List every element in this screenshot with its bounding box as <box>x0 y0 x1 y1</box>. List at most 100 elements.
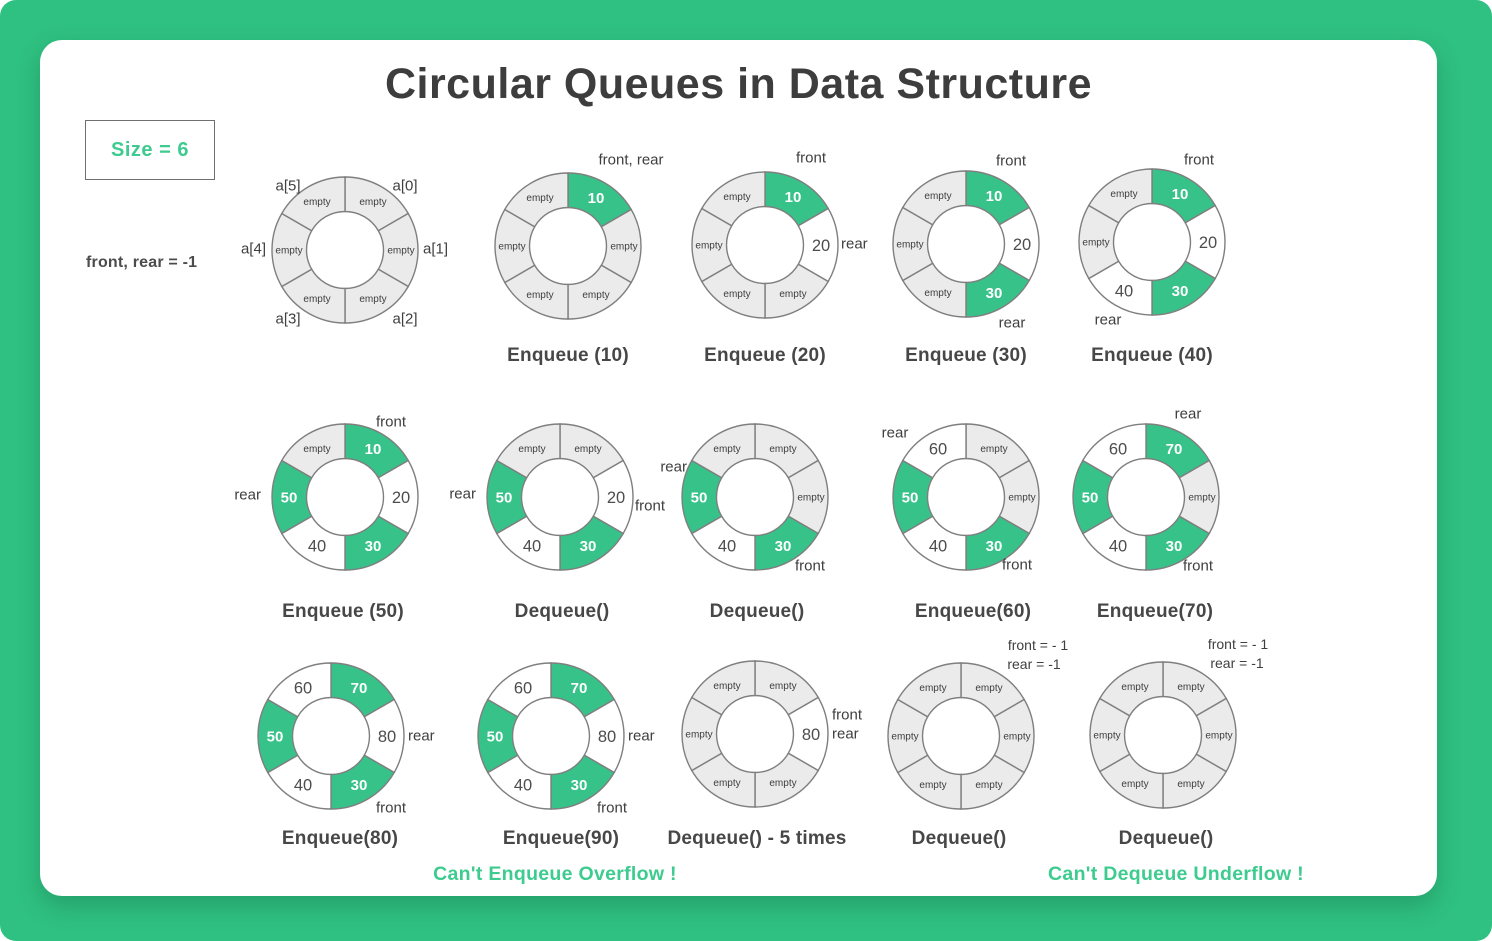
cell-empty-label: empty <box>924 191 951 202</box>
cell-empty-label: empty <box>919 780 946 791</box>
pointer-label: rear = -1 <box>1210 655 1264 671</box>
pointer-label: front <box>376 799 407 816</box>
queue-ring: empty empty empty empty empty empty front = - … <box>887 637 1068 810</box>
cell-value: 20 <box>1013 236 1031 254</box>
cell-empty-label: empty <box>359 197 386 208</box>
pointer-label: rear = -1 <box>1007 656 1061 672</box>
queue-cell-a5 <box>690 660 756 716</box>
cell-value: 40 <box>294 776 312 794</box>
cell-empty-label: empty <box>574 444 601 455</box>
queue-cell-a5 <box>901 170 967 226</box>
cell-empty-label: empty <box>1177 779 1204 790</box>
diagram-caption: Dequeue() <box>911 828 1007 849</box>
cell-value: 30 <box>580 538 597 555</box>
cell-empty-label: empty <box>526 290 553 301</box>
diagrams-area: empty empty empty empty empty empty a[0] a[1] a[… <box>40 40 1437 896</box>
queue-cell-a5 <box>901 423 967 479</box>
pointer-label: rear <box>449 485 476 502</box>
queue-cell-a5 <box>280 176 346 232</box>
cell-empty-label: empty <box>975 780 1002 791</box>
queue-diagram-dequeue-5-times: empty 80 empty empty empty empty front rear Dequ… <box>625 604 885 864</box>
queue-ring: empty 80 empty empty empty empty front rear <box>681 660 863 808</box>
queue-ring: 10 20 empty empty empty empty front rear <box>691 149 868 319</box>
queue-ring: 10 20 30 40 50 empty front rear <box>234 413 419 571</box>
queue-cell-a5 <box>1098 661 1164 717</box>
cell-value: 30 <box>986 285 1003 302</box>
cell-value: 30 <box>365 538 382 555</box>
queue-cell-a5 <box>266 662 332 718</box>
diagram-caption: Enqueue (40) <box>1091 345 1213 366</box>
cell-empty-label: empty <box>779 289 806 300</box>
queue-diagram-dequeue-4: empty empty empty empty empty empty front = - … <box>1033 605 1293 865</box>
cell-empty-label: empty <box>769 681 796 692</box>
diagram-caption: Dequeue() <box>514 601 610 622</box>
cell-value: 50 <box>281 489 298 506</box>
cell-value: 40 <box>1109 537 1127 555</box>
cell-value: 30 <box>986 538 1003 555</box>
cell-empty-label: empty <box>769 778 796 789</box>
pointer-label: front, rear <box>598 151 663 168</box>
cell-value: 40 <box>308 537 326 555</box>
cell-empty-label: empty <box>723 192 750 203</box>
cell-empty-label: empty <box>975 683 1002 694</box>
pointer-label: front <box>1183 557 1214 574</box>
queue-ring: empty empty empty empty empty empty a[0] a[1] a[… <box>241 176 448 327</box>
cell-value: 10 <box>785 189 802 206</box>
queue-ring: empty empty 30 40 50 empty rear front <box>660 423 829 574</box>
cell-value: 20 <box>607 489 625 507</box>
cell-empty-label: empty <box>498 242 525 253</box>
queue-cell-a5 <box>503 172 569 228</box>
pointer-label: a[2] <box>392 310 417 327</box>
cell-empty-label: empty <box>713 778 740 789</box>
cell-value: 50 <box>267 728 284 745</box>
cell-empty-label: empty <box>387 246 414 257</box>
cell-value: 40 <box>718 537 736 555</box>
queue-cell-a5 <box>280 423 346 479</box>
cell-value: 30 <box>1172 283 1189 300</box>
diagram-caption: Dequeue() <box>1118 828 1214 849</box>
cell-value: 80 <box>802 726 820 744</box>
queue-cell-a5 <box>896 662 962 718</box>
cell-value: 20 <box>1199 234 1217 252</box>
queue-ring: 10 20 30 40 empty empty front rear <box>1078 151 1226 328</box>
cell-empty-label: empty <box>797 493 824 504</box>
pointer-label: front = - 1 <box>1208 636 1269 652</box>
cell-value: 20 <box>392 489 410 507</box>
cell-empty-label: empty <box>303 197 330 208</box>
pointer-label: front <box>635 497 666 514</box>
cell-empty-label: empty <box>1121 779 1148 790</box>
cell-empty-label: empty <box>526 193 553 204</box>
cell-empty-label: empty <box>1082 238 1109 249</box>
pointer-label: rear <box>841 235 868 252</box>
queue-cell-a5 <box>700 171 766 227</box>
queue-diagram-enqueue-60: empty empty 30 40 50 60 rear front Enqueue(60) <box>836 367 1096 627</box>
cell-value: 70 <box>1166 441 1183 458</box>
pointer-label: rear <box>882 424 909 441</box>
cell-empty-label: empty <box>685 730 712 741</box>
pointer-label: front <box>597 799 628 816</box>
diagram-caption: Enqueue(80) <box>281 828 399 849</box>
queue-cell-a5 <box>1087 168 1153 224</box>
cell-value: 30 <box>1166 538 1183 555</box>
queue-ring: 70 80 30 40 50 60 rear front <box>257 662 435 816</box>
cell-value: 30 <box>351 777 368 794</box>
cell-value: 10 <box>588 190 605 207</box>
queue-diagram-enqueue-20: 10 20 empty empty empty empty front rear Enqueue… <box>635 115 895 375</box>
cell-empty-label: empty <box>723 289 750 300</box>
cell-empty-label: empty <box>695 241 722 252</box>
cell-value: 10 <box>1172 186 1189 203</box>
cell-value: 20 <box>812 237 830 255</box>
cell-empty-label: empty <box>275 246 302 257</box>
cell-empty-label: empty <box>303 294 330 305</box>
pointer-label: rear <box>408 727 435 744</box>
queue-diagram-enqueue-10: 10 empty empty empty empty empty front, rear En… <box>438 116 698 376</box>
queue-diagram-enqueue-50: 10 20 30 40 50 empty front rear Enqueue (50) <box>215 367 475 627</box>
size-box: Size = 6 <box>85 120 215 180</box>
cell-value: 50 <box>496 489 513 506</box>
cell-empty-label: empty <box>769 444 796 455</box>
cell-empty-label: empty <box>1008 493 1035 504</box>
cell-value: 50 <box>691 489 708 506</box>
cell-value: 70 <box>571 680 588 697</box>
cell-empty-label: empty <box>359 294 386 305</box>
pointer-label: rear <box>999 314 1026 331</box>
